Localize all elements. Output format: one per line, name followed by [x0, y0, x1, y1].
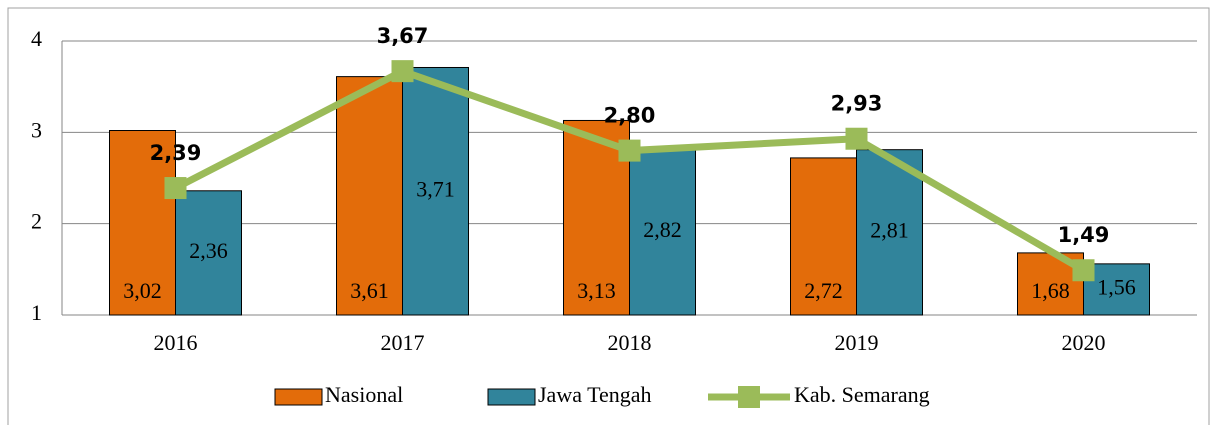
bar: [629, 148, 696, 316]
x-tick-label: 2020: [1062, 330, 1106, 355]
chart-border: [7, 7, 1210, 425]
data-label: 1,56: [1097, 274, 1136, 299]
x-tick-label: 2016: [154, 330, 198, 355]
bar: [790, 157, 857, 316]
bar: [175, 190, 242, 316]
data-label: 2,81: [870, 217, 909, 242]
legend-label: Nasional: [325, 382, 403, 407]
data-label: 3,71: [416, 176, 455, 201]
x-tick-label: 2019: [835, 330, 879, 355]
data-label: 3,61: [350, 278, 389, 303]
data-label: 2,36: [189, 238, 228, 263]
data-label: 2,82: [643, 217, 682, 242]
data-label: 2,93: [831, 92, 883, 116]
marker: [845, 127, 868, 150]
bar: [109, 130, 176, 316]
legend-swatch: [274, 388, 323, 406]
data-label: 2,39: [150, 141, 202, 165]
legend-label: Jawa Tengah: [538, 382, 652, 407]
y-tick-label: 3: [31, 117, 42, 142]
data-label: 3,13: [577, 278, 616, 303]
legend-swatch: [487, 388, 536, 406]
legend-label: Kab. Semarang: [794, 382, 930, 407]
y-tick-label: 2: [31, 209, 42, 234]
data-label: 2,80: [604, 104, 656, 128]
marker: [618, 139, 641, 162]
bar: [856, 149, 923, 316]
y-tick-label: 4: [31, 26, 42, 51]
marker: [164, 177, 187, 200]
y-tick-label: 1: [31, 300, 42, 325]
data-label: 3,67: [377, 24, 429, 48]
data-label: 3,02: [123, 278, 162, 303]
x-tick-label: 2018: [608, 330, 652, 355]
marker: [391, 60, 414, 83]
data-label: 1,49: [1058, 223, 1110, 247]
legend-marker: [738, 386, 760, 408]
data-label: 1,68: [1031, 278, 1070, 303]
data-label: 2,72: [804, 278, 843, 303]
x-tick-label: 2017: [381, 330, 425, 355]
bar: [402, 66, 469, 316]
marker: [1072, 259, 1095, 282]
